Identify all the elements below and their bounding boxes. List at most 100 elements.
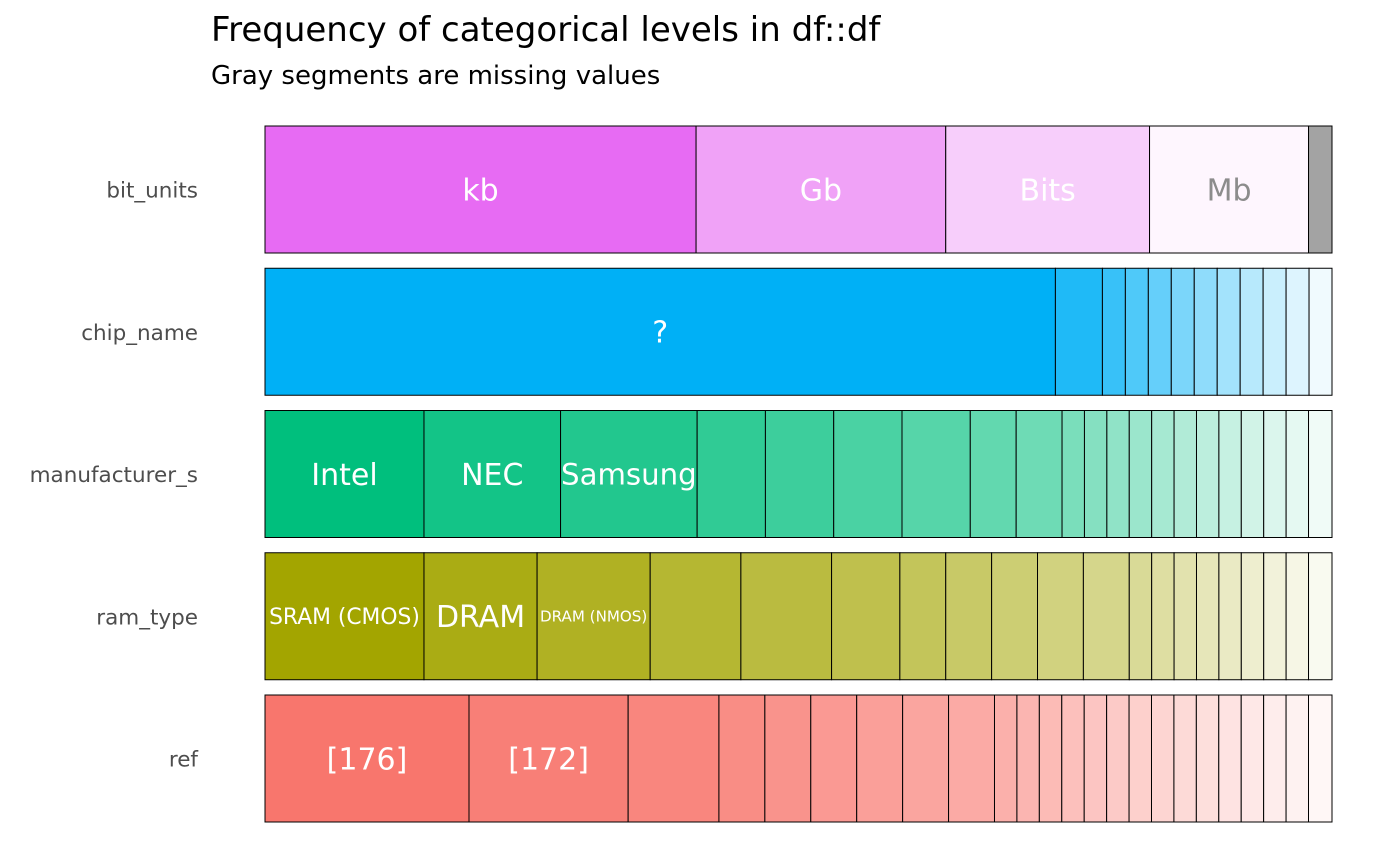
level-segment: [1218, 552, 1242, 681]
level-segment: [969, 410, 1017, 538]
level-segment: [627, 694, 720, 823]
level-label: Samsung: [561, 457, 697, 491]
level-segment: [649, 552, 742, 681]
level-segment: [1308, 694, 1333, 823]
level-segment: [945, 552, 993, 681]
level-segment: [1083, 694, 1108, 823]
level-segment: [740, 552, 833, 681]
chart-subtitle: Gray segments are missing values: [211, 61, 660, 91]
level-label: kb: [462, 173, 498, 208]
row-manufacturer_s: manufacturer_s Intel NEC Samsung: [30, 410, 1333, 538]
level-segment: [695, 125, 947, 254]
level-segment: [1216, 267, 1241, 396]
level-segment: [1054, 267, 1103, 396]
level-segment: [1193, 267, 1218, 396]
level-segment: [899, 552, 947, 681]
level-segment: [1128, 410, 1153, 538]
level-segment: [1285, 410, 1310, 538]
level-label: SRAM (CMOS): [269, 605, 420, 630]
level-segment: [1151, 410, 1175, 538]
level-label: Mb: [1207, 173, 1252, 208]
level-segment: [1128, 552, 1153, 681]
level-segment: [1263, 410, 1287, 538]
level-segment: [1195, 410, 1220, 538]
level-segment: [1308, 552, 1333, 681]
row-ram_type: ram_type SRAM (CMOS) DRAM DRAM (NMOS): [96, 552, 1333, 681]
level-label: Gb: [800, 173, 842, 208]
level-segment: [264, 552, 425, 681]
level-segment: [1061, 410, 1085, 538]
chart-rows: bit_units kb Gb Bits Mb chip_name ? manufacture…: [30, 125, 1333, 823]
level-segment: [1106, 410, 1130, 538]
level-segment: [264, 410, 425, 538]
level-segment: [1240, 552, 1265, 681]
level-segment: [1128, 694, 1152, 823]
level-segment: [993, 694, 1018, 823]
level-segment: [264, 694, 470, 823]
level-segment: [264, 267, 1056, 396]
level-segment: [1308, 410, 1333, 538]
row-label: ram_type: [96, 605, 198, 630]
level-segment: [1173, 410, 1197, 538]
level-label: ?: [652, 316, 668, 351]
row-label: bit_units: [106, 179, 198, 204]
level-segment: [1150, 694, 1175, 823]
level-segment: [833, 410, 903, 538]
level-label: NEC: [461, 458, 523, 493]
level-segment: [810, 694, 858, 823]
level-segment: [1195, 552, 1220, 681]
row-ref: ref [176] [172]: [169, 694, 1333, 823]
level-segment: [945, 125, 1151, 254]
level-segment: [1173, 694, 1197, 823]
level-segment: [1195, 694, 1220, 823]
level-segment: [1038, 694, 1063, 823]
level-label: [172]: [508, 742, 589, 777]
missing-segment: [1308, 125, 1333, 254]
level-segment: [764, 410, 835, 538]
level-segment: [1285, 267, 1310, 396]
level-segment: [1240, 410, 1265, 538]
level-segment: [1285, 694, 1310, 823]
level-segment: [468, 694, 629, 823]
level-segment: [1173, 552, 1197, 681]
level-segment: [1239, 267, 1264, 396]
level-segment: [902, 694, 950, 823]
level-segment: [264, 125, 697, 254]
level-segment: [1106, 694, 1130, 823]
level-segment: [1151, 552, 1175, 681]
level-segment: [1170, 267, 1195, 396]
level-label: DRAM: [436, 600, 525, 635]
row-label: ref: [169, 748, 199, 773]
level-segment: [1240, 694, 1265, 823]
level-segment: [423, 552, 538, 681]
level-segment: [1147, 267, 1172, 396]
level-label: Bits: [1019, 173, 1075, 208]
level-segment: [1285, 552, 1310, 681]
level-segment: [856, 694, 904, 823]
row-label: chip_name: [81, 321, 198, 346]
level-segment: [1308, 267, 1333, 396]
level-segment: [991, 552, 1039, 681]
row-chip_name: chip_name?: [81, 267, 1333, 396]
level-segment: [1218, 410, 1242, 538]
level-label: Intel: [311, 458, 377, 493]
level-segment: [1149, 125, 1310, 254]
level-segment: [1061, 694, 1085, 823]
row-bit_units: bit_units kb Gb Bits Mb: [106, 125, 1333, 254]
level-segment: [696, 410, 766, 538]
level-segment: [423, 410, 562, 538]
level-label: DRAM (NMOS): [540, 608, 647, 626]
chart-title: Frequency of categorical levels in df::d…: [211, 10, 881, 50]
row-label: manufacturer_s: [30, 463, 198, 488]
level-segment: [1263, 552, 1287, 681]
level-label: [176]: [327, 742, 408, 777]
level-segment: [1082, 552, 1130, 681]
level-segment: [1101, 267, 1126, 396]
level-segment: [1037, 552, 1084, 681]
level-segment: [1083, 410, 1108, 538]
level-segment: [948, 694, 995, 823]
level-segment: [1218, 694, 1242, 823]
level-segment: [718, 694, 766, 823]
level-segment: [1124, 267, 1149, 396]
